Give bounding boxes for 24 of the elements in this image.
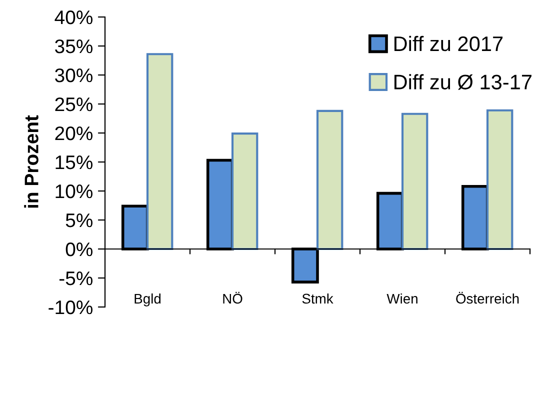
y-tick-label: 30% (55, 68, 93, 82)
y-tick-label: 20% (55, 126, 93, 140)
y-tick-label: 0% (66, 242, 93, 256)
y-axis-title: in Prozent (24, 115, 38, 208)
y-tick-label: 40% (54, 10, 93, 24)
y-tick-label: 35% (55, 39, 93, 54)
bar (401, 112, 428, 250)
y-tick-label: -5% (59, 272, 93, 286)
x-tick-label: Österreich (456, 292, 519, 304)
y-tick-label: 15% (56, 156, 93, 170)
y-tick-label: 5% (66, 214, 93, 228)
y-tick-label: -10% (48, 300, 93, 314)
y-tick-label: 10% (56, 184, 93, 198)
legend-label: Diff zu 2017 (394, 36, 503, 52)
x-tick-label: Wien (386, 293, 418, 304)
x-tick-label: Bgld (134, 293, 161, 306)
bar (231, 132, 258, 250)
y-tick-label: 25% (55, 97, 93, 112)
x-tick-label: Stmk (302, 293, 334, 304)
x-tick-label: NÖ (223, 292, 242, 304)
bar (146, 53, 174, 250)
bar (316, 110, 344, 250)
legend-label: Diff zu Ø 13-17 (394, 74, 532, 90)
bar (486, 109, 514, 250)
